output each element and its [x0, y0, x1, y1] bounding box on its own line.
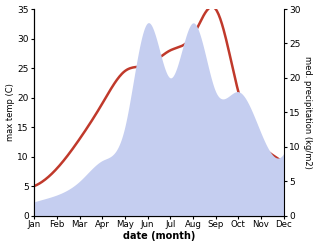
Y-axis label: max temp (C): max temp (C) [5, 83, 15, 141]
Y-axis label: med. precipitation (kg/m2): med. precipitation (kg/m2) [303, 56, 313, 169]
X-axis label: date (month): date (month) [123, 231, 195, 242]
